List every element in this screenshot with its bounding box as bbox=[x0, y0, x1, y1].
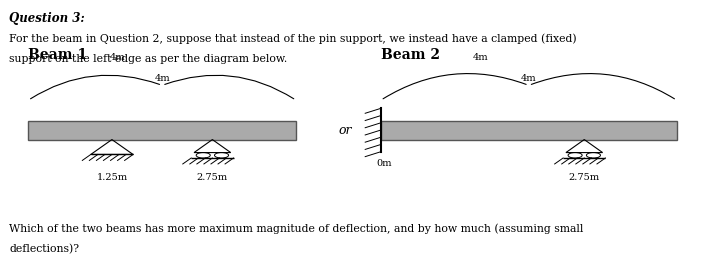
Text: 2.75m: 2.75m bbox=[197, 173, 228, 182]
Text: 2.75m: 2.75m bbox=[569, 173, 600, 182]
Text: Beam 1: Beam 1 bbox=[28, 48, 87, 62]
Text: support on the left edge as per the diagram below.: support on the left edge as per the diag… bbox=[9, 54, 288, 64]
Text: 4m: 4m bbox=[472, 53, 488, 62]
Text: Question 3:: Question 3: bbox=[9, 12, 85, 25]
Text: Which of the two beams has more maximum magnitude of deflection, and by how much: Which of the two beams has more maximum … bbox=[9, 224, 584, 234]
Text: 4m: 4m bbox=[521, 74, 537, 83]
Text: 1.25m: 1.25m bbox=[97, 173, 128, 182]
Text: deflections)?: deflections)? bbox=[9, 244, 79, 254]
Text: Beam 2: Beam 2 bbox=[381, 48, 440, 62]
FancyBboxPatch shape bbox=[381, 121, 677, 140]
FancyBboxPatch shape bbox=[28, 121, 296, 140]
Text: 0m: 0m bbox=[376, 159, 392, 167]
Text: 4m: 4m bbox=[154, 74, 170, 83]
Text: For the beam in Question 2, suppose that instead of the pin support, we instead : For the beam in Question 2, suppose that… bbox=[9, 34, 577, 44]
Text: or: or bbox=[338, 124, 352, 137]
Text: 4m: 4m bbox=[109, 53, 125, 62]
